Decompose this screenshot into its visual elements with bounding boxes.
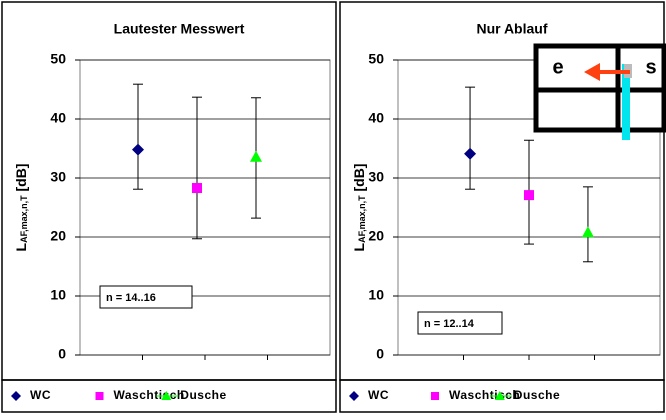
y-tick-label: 0 [58,346,66,362]
y-axis-label-part: [dB] [351,164,367,196]
marker [192,183,202,193]
y-tick-label: 40 [368,110,384,126]
y-tick-label: 10 [50,287,66,303]
marker [96,392,104,400]
marker [524,190,534,200]
plot-area [80,60,330,355]
y-axis-label-part: [dB] [13,164,29,196]
chart-title: Lautester Messwert [114,21,245,37]
overlay-left: e [552,56,563,78]
y-tick-label: 50 [368,51,384,67]
legend-label: Waschtisch [114,388,185,402]
y-axis-label-part: AF,max,n,T [19,195,29,243]
annotation: n = 12..14 [424,318,475,330]
legend-label: WC [368,388,389,402]
overlay: e s [536,46,664,140]
annotation: n = 14..16 [106,292,156,304]
legend-label: WC [30,388,51,402]
y-tick-label: 40 [50,110,66,126]
marker [431,392,439,400]
y-tick-label: 50 [50,51,66,67]
y-axis-label-part: AF,max,n,T [357,195,367,243]
y-tick-label: 30 [50,169,66,185]
legend-label: Dusche [180,388,226,402]
y-tick-label: 20 [368,228,384,244]
y-tick-label: 20 [50,228,66,244]
chart-title: Nur Ablauf [476,21,547,37]
legend-label: Dusche [514,388,560,402]
y-tick-label: 10 [368,287,384,303]
legend-label: Waschtisch [449,388,520,402]
overlay-right: s [645,56,656,78]
page: Lautester Messwert01020304050LAF,max,n,T… [0,0,666,415]
y-tick-label: 30 [368,169,384,185]
y-tick-label: 0 [376,346,384,362]
